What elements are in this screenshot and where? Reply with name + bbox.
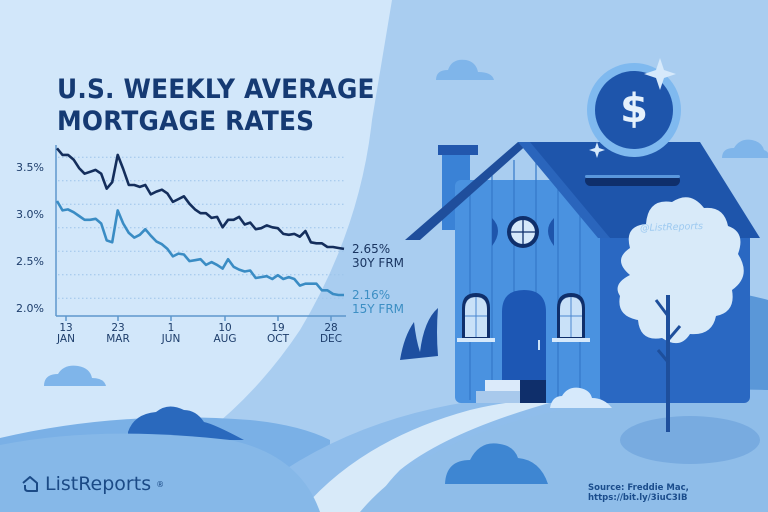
x-tick-label: 13 JAN [57, 322, 75, 345]
series-15y-value: 2.16% [352, 288, 391, 302]
x-tick-label: 23 MAR [106, 322, 130, 345]
tree-illustration [617, 197, 744, 432]
dollar-coin-icon [587, 58, 681, 158]
series-15y-name: 15Y FRM [352, 302, 405, 316]
x-tick-marks [65, 316, 332, 321]
series-15y-label: 2.16% 15Y FRM [352, 288, 404, 316]
source-citation: Source: Freddie Mac, https://bit.ly/3iuC… [588, 483, 689, 503]
x-tick-label: 28 DEC [319, 322, 343, 345]
series-30y-label: 2.65% 30Y FRM [352, 242, 404, 270]
registered-mark: ® [156, 479, 165, 489]
chart-title: U.S. WEEKLY AVERAGE MORTGAGE RATES [57, 74, 375, 138]
y-tick-label: 2.0% [16, 302, 44, 315]
y-tick-label: 2.5% [16, 255, 44, 268]
y-tick-label: 3.0% [16, 208, 44, 221]
series-30y-name: 30Y FRM [352, 256, 405, 270]
x-tick-label: 10 AUG [213, 322, 237, 345]
series-30y-line [56, 147, 345, 251]
brand-name: ListReports [45, 473, 152, 495]
cloud-icon [44, 59, 768, 386]
bush-icon [400, 308, 438, 360]
house-logo-icon [22, 476, 38, 492]
gridlines [58, 156, 344, 299]
x-tick-label: 1 JUN [161, 322, 181, 345]
y-tick-label: 3.5% [16, 161, 44, 174]
dollar-symbol: $ [620, 86, 648, 132]
chart-title-line1: U.S. WEEKLY AVERAGE [57, 74, 375, 105]
brand-logo: ListReports ® [20, 473, 164, 495]
chart-title-line2: MORTGAGE RATES [57, 106, 315, 137]
series-15y-line [55, 200, 344, 297]
series-30y-value: 2.65% [352, 242, 391, 256]
x-tick-label: 19 OCT [266, 322, 289, 345]
